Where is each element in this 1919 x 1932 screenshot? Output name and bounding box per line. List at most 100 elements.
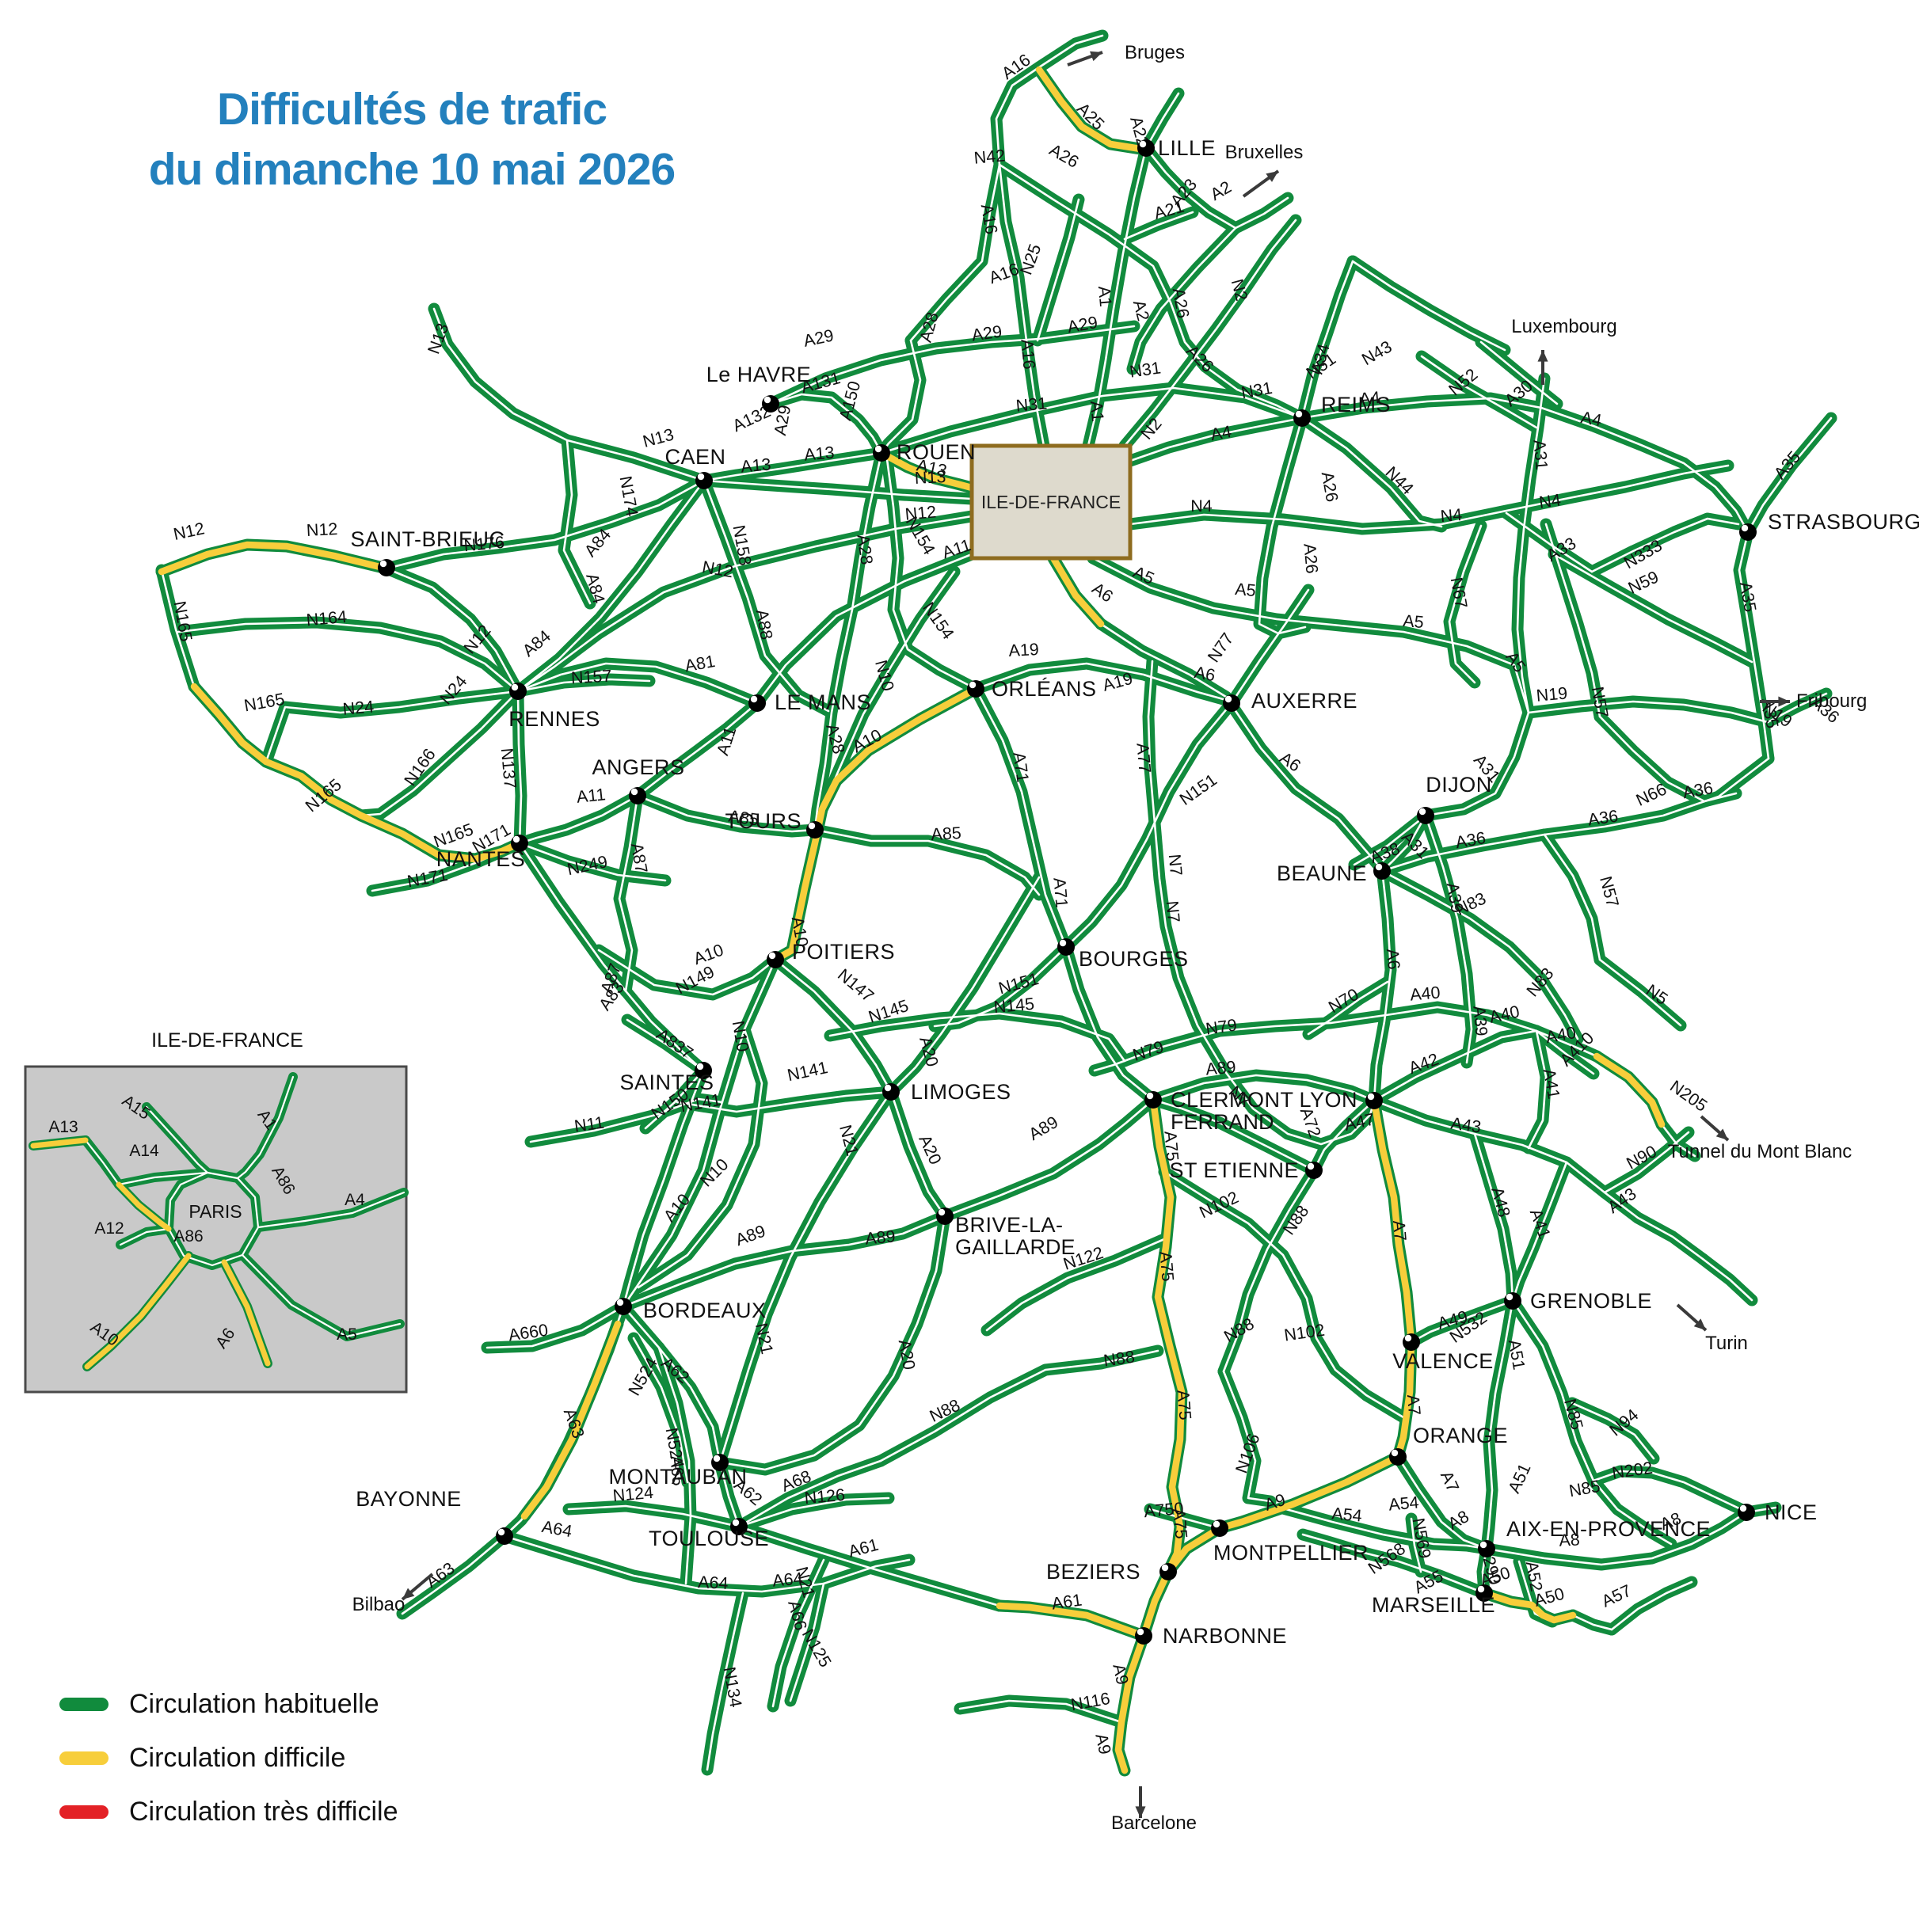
city-dot <box>1417 807 1434 824</box>
road-label-n176: N176 <box>463 533 505 555</box>
road-label-a75: A75 <box>1169 1508 1190 1539</box>
road-a48 <box>1468 1128 1519 1307</box>
road-label-n124: N124 <box>612 1483 654 1505</box>
external-destination-bruxelles: Bruxelles <box>1225 142 1303 198</box>
road-centerline <box>702 479 830 713</box>
road-label-a71: A71 <box>1009 751 1032 783</box>
road-centerline <box>622 1215 946 1308</box>
legend-label: Circulation très difficile <box>129 1796 398 1827</box>
road-label-a85: A85 <box>727 807 760 830</box>
city-label: LIMOGES <box>911 1080 1011 1104</box>
city-dot <box>762 395 779 413</box>
city-le-havre: Le HAVRE <box>706 363 811 413</box>
external-destination-label: Turin <box>1705 1333 1748 1354</box>
road-centerline <box>1373 1029 1538 1102</box>
city-dot <box>1159 1563 1177 1580</box>
city-dot-highlight <box>1213 1520 1220 1528</box>
road-label-n5: N5 <box>1643 981 1671 1009</box>
city-dot-highlight <box>1739 1504 1747 1512</box>
road-label-a47: A47 <box>1342 1109 1376 1134</box>
city-beaune: BEAUNE <box>1277 861 1391 885</box>
road-n66 <box>1593 710 1742 808</box>
road-difficult-a13-west <box>30 1137 89 1149</box>
city-label: VALENCE <box>1392 1349 1494 1373</box>
road-centerline <box>1087 146 1148 447</box>
road-centerline <box>1230 588 1310 705</box>
road-label-n157: N157 <box>570 667 612 688</box>
road-centerline <box>769 393 883 454</box>
city-label: LYON <box>1299 1088 1357 1112</box>
city-grenoble: GRENOBLE <box>1504 1289 1652 1313</box>
city-dot-highlight <box>1418 808 1426 816</box>
road-centerline <box>1129 464 1730 531</box>
city-label: STRASBOURG <box>1768 510 1919 534</box>
road-centerline <box>385 479 706 570</box>
road-difficult-a50-marseille <box>1480 1589 1577 1624</box>
city-dot <box>629 787 646 804</box>
road-centerline <box>1511 1161 1568 1303</box>
road-centerline <box>998 163 1304 420</box>
road-label-n79: N79 <box>1205 1015 1238 1038</box>
road-centerline <box>626 1018 705 1072</box>
road-centerline <box>1527 1029 1548 1150</box>
idf-box-label: ILE-DE-FRANCE <box>981 492 1121 512</box>
road-centerline <box>1131 226 1237 371</box>
road-label-a89: A89 <box>733 1222 768 1250</box>
external-destination-label: Barcelone <box>1111 1812 1197 1834</box>
road-centerline <box>1473 1132 1514 1303</box>
road-difficult-a75 <box>1149 1096 1186 1576</box>
road-difficult-a13-idf <box>878 449 976 492</box>
city-dot <box>1223 694 1240 712</box>
city-label: BAYONNE <box>356 1487 462 1511</box>
road-label-a43: A43 <box>1449 1114 1482 1137</box>
road-label-n7: N7 <box>1165 854 1186 877</box>
road-centerline <box>241 1253 402 1338</box>
city-dot-highlight <box>696 1063 704 1071</box>
city-dot-highlight <box>713 1455 721 1462</box>
road-centerline <box>119 1227 170 1246</box>
city-label: MONTPELLIER <box>1213 1541 1369 1565</box>
road-centerline <box>974 662 1228 702</box>
city-dot-highlight <box>1161 1564 1169 1572</box>
road-label-a64: A64 <box>771 1569 803 1590</box>
road-centerline <box>706 1592 744 1771</box>
city-rennes: RENNES <box>508 683 600 731</box>
city-label: ST ETIENNE <box>1169 1158 1299 1182</box>
city-dot-highlight <box>1224 695 1232 703</box>
city-aix-en-provence: AIX-EN-PROVENCE <box>1478 1517 1711 1557</box>
road-centerline <box>529 1097 724 1143</box>
road-label-a28: A28 <box>916 310 942 344</box>
external-destination-label: Fribourg <box>1796 690 1867 712</box>
city-montauban: MONTAUBAN <box>608 1454 747 1489</box>
road-label-a81: A81 <box>683 652 717 675</box>
road-label-a29: A29 <box>801 325 835 350</box>
road-centerline <box>1064 702 1233 949</box>
road-label-a8: A8 <box>1559 1530 1581 1550</box>
city-dot-highlight <box>732 1519 740 1527</box>
city-label: MARSEILLE <box>1372 1593 1495 1617</box>
road-centerline <box>943 1098 1155 1218</box>
road-n333 <box>1586 512 1745 578</box>
city-beziers: BEZIERS <box>1046 1560 1177 1584</box>
road-centerline <box>1410 1517 1422 1573</box>
city-le-mans: LE MANS <box>748 690 871 714</box>
city-dot <box>936 1208 954 1225</box>
road-label-a1: A1 <box>1087 400 1107 422</box>
road-centerline <box>1152 1098 1316 1172</box>
direction-arrow-head <box>1693 1318 1706 1330</box>
road-centerline <box>632 1337 689 1484</box>
road-label-a16: A16 <box>1017 338 1038 370</box>
city-brive-la-: BRIVE-LA-GAILLARDE <box>936 1208 1076 1259</box>
road-label-a26: A26 <box>1300 542 1321 574</box>
inset-road-label-a12: A12 <box>94 1219 124 1238</box>
road-centerline <box>1766 692 1828 724</box>
road-centerline <box>718 1090 893 1464</box>
city-montpellier: MONTPELLIER <box>1211 1519 1369 1565</box>
road-label-a63: A63 <box>422 1558 458 1592</box>
road-centerline <box>636 794 817 833</box>
road-centerline <box>1091 557 1530 714</box>
road-centerline <box>567 1504 741 1528</box>
city-label: BEZIERS <box>1046 1560 1140 1584</box>
external-destination-label: Bilbao <box>352 1594 406 1615</box>
road-label-a54: A54 <box>1388 1493 1419 1514</box>
